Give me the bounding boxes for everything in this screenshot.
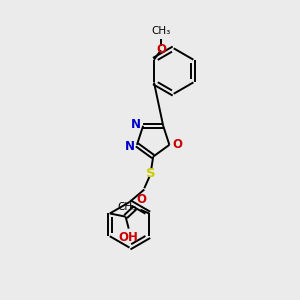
- Text: O: O: [172, 138, 182, 151]
- Text: S: S: [146, 167, 155, 180]
- Text: O: O: [156, 44, 166, 56]
- Text: CH₃: CH₃: [117, 202, 136, 212]
- Text: O: O: [136, 193, 146, 206]
- Text: CH₃: CH₃: [151, 26, 171, 36]
- Text: N: N: [124, 140, 134, 153]
- Text: OH: OH: [119, 231, 139, 244]
- Text: N: N: [130, 118, 141, 131]
